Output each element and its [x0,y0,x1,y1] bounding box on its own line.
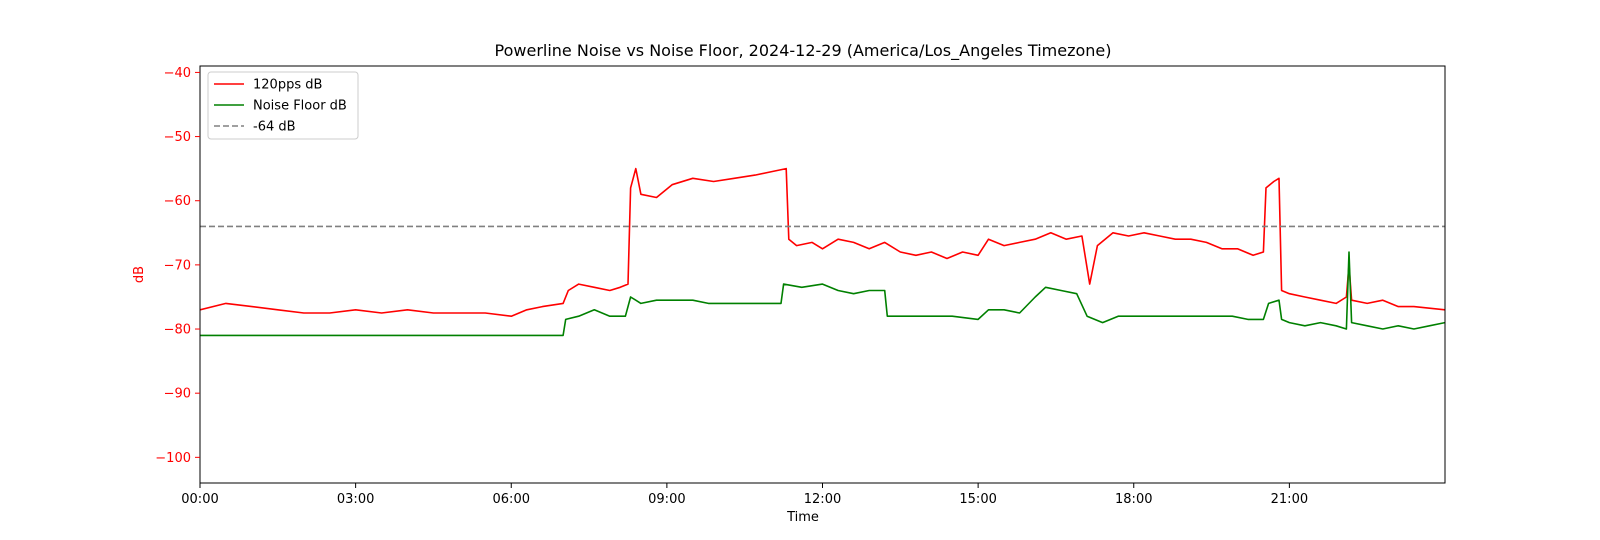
legend-label: Noise Floor dB [253,99,347,114]
x-tick-label: 21:00 [1271,492,1308,507]
y-tick-label: −50 [164,130,191,145]
y-tick-label: −80 [164,323,191,338]
legend-box [207,71,359,140]
x-axis: 00:00 03:00 06:00 09:00 12:00 15:00 18:00 21:00 [181,483,1308,507]
y-tick-label: −90 [164,387,191,402]
series-line-2 [200,251,1445,337]
y-tick-label: −40 [164,66,191,81]
x-axis-label: Time [786,510,819,525]
x-tick-label: 00:00 [181,492,218,507]
y-tick-label: −100 [155,451,191,466]
series-line-1 [200,167,1445,317]
x-tick-label: 03:00 [337,492,374,507]
y-tick-label: −60 [164,194,191,209]
x-tick-label: 12:00 [804,492,841,507]
x-tick-label: 09:00 [648,492,685,507]
y-axis: −40 −50 −60 −70 −80 −90 −100 [155,66,200,466]
legend: 120pps dB Noise Floor dB -64 dB [207,71,359,140]
y-axis-label: dB [132,266,147,283]
x-tick-label: 15:00 [959,492,996,507]
plot-frame [199,65,1446,484]
y-tick-label: −70 [164,258,191,273]
plot-area [199,65,1446,484]
legend-label: -64 dB [253,120,296,135]
x-tick-label: 06:00 [493,492,530,507]
x-tick-label: 18:00 [1115,492,1152,507]
legend-label: 120pps dB [253,78,322,93]
chart-title: Powerline Noise vs Noise Floor, 2024-12-… [495,41,1112,61]
